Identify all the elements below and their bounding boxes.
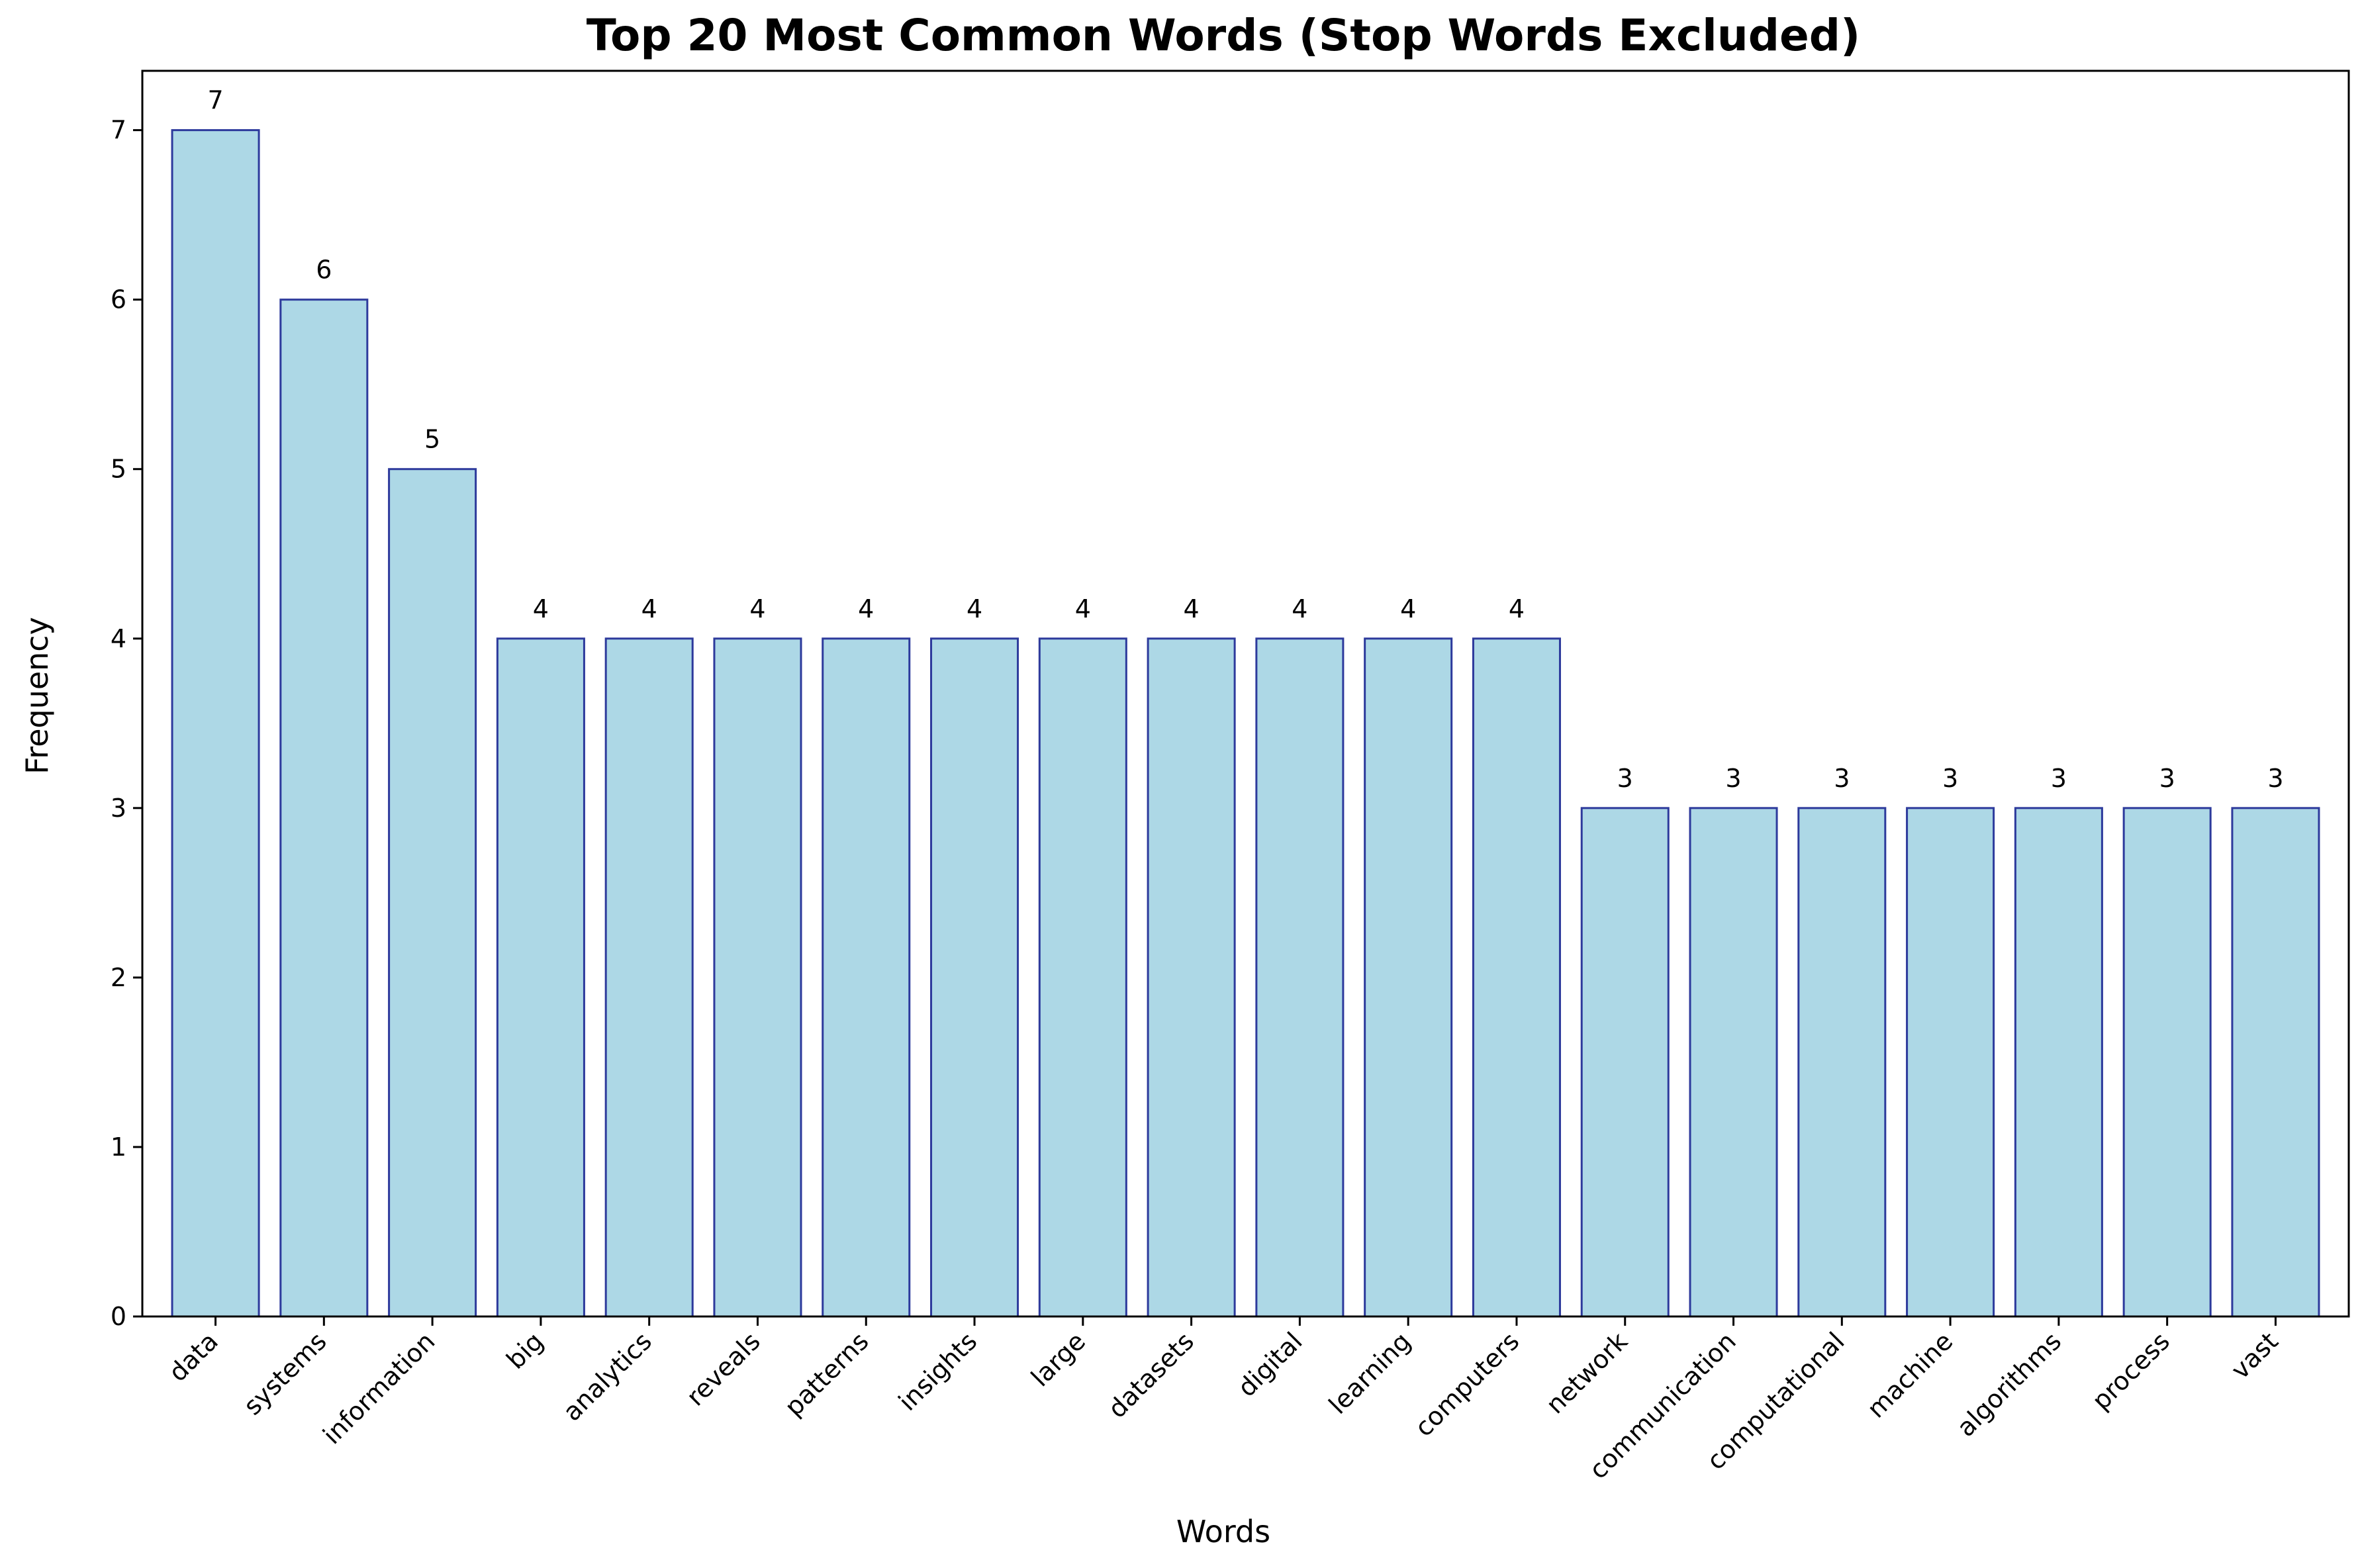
plot-area-frame [141,69,2350,1318]
data-label-algorithms: 3 [2051,764,2067,793]
y-axis-ticks: 0 1 2 3 4 5 6 7 [111,116,142,1331]
bar-datasets [1147,637,1236,1318]
data-label-large: 4 [1075,594,1091,623]
y-axis-label: Frequency [19,617,55,774]
data-label-patterns: 4 [858,594,874,623]
bar-big [496,637,585,1318]
data-labels-group: 7 6 5 4 4 4 4 4 4 4 4 4 4 3 3 3 3 3 3 3 [207,86,2283,793]
data-label-data: 7 [207,86,223,115]
y-tick-label: 5 [111,455,126,484]
bars-group [171,129,2320,1318]
x-tick-label: big [501,1326,549,1375]
x-tick-label: information [317,1326,440,1450]
bar-process [2122,807,2212,1318]
y-tick-label: 4 [111,624,126,653]
x-tick-label: computers [1409,1326,1525,1442]
x-tick-label: algorithms [1951,1326,2067,1442]
data-label-computational: 3 [1834,764,1850,793]
x-tick-label: reveals [681,1326,765,1411]
bar-information [388,468,477,1318]
x-tick-label: process [2087,1326,2175,1415]
bar-large [1038,637,1127,1318]
y-tick-label: 6 [111,285,126,314]
data-label-vast: 3 [2267,764,2283,793]
data-label-systems: 6 [316,255,332,285]
data-label-big: 4 [533,594,549,623]
x-tick-label: analytics [557,1326,657,1426]
bar-analytics [604,637,694,1318]
data-label-analytics: 4 [641,594,657,623]
y-tick-label: 0 [111,1302,126,1331]
bar-computers [1472,637,1561,1318]
bar-patterns [822,637,911,1318]
y-tick-label: 3 [111,794,126,823]
bar-algorithms [2014,807,2103,1318]
chart-title: Top 20 Most Common Words (Stop Words Exc… [587,10,1860,61]
bar-data [171,129,260,1318]
x-axis-label: Words [1176,1514,1270,1549]
bar-communication [1689,807,1778,1318]
bar-computational [1797,807,1887,1318]
data-label-reveals: 4 [749,594,765,623]
x-tick-label: systems [238,1326,332,1420]
x-tick-label: learning [1323,1326,1417,1420]
bar-learning [1364,637,1453,1318]
data-label-computers: 4 [1509,594,1525,623]
bar-digital [1255,637,1345,1318]
x-tick-label: vast [2226,1326,2284,1385]
bar-insights [930,637,1019,1318]
data-label-learning: 4 [1400,594,1416,623]
data-label-insights: 4 [967,594,982,623]
bar-network [1580,807,1670,1318]
bar-systems [279,299,369,1318]
x-tick-label: machine [1862,1326,1959,1424]
x-tick-label: digital [1232,1326,1308,1403]
x-tick-label: insights [893,1326,983,1416]
data-label-datasets: 4 [1184,594,1200,623]
y-tick-label: 1 [111,1132,126,1162]
data-label-digital: 4 [1292,594,1307,623]
bar-vast [2231,807,2320,1318]
data-label-process: 3 [2159,764,2175,793]
x-tick-label: data [163,1326,224,1387]
x-tick-label: datasets [1102,1326,1200,1424]
y-tick-label: 2 [111,963,126,992]
data-label-machine: 3 [1942,764,1958,793]
data-label-network: 3 [1617,764,1633,793]
x-tick-label: large [1025,1326,1091,1392]
data-label-information: 5 [424,425,440,454]
data-label-communication: 3 [1725,764,1741,793]
x-tick-label: network [1540,1326,1633,1419]
bar-machine [1906,807,1995,1318]
y-tick-label: 7 [111,116,126,145]
x-tick-label: patterns [779,1326,874,1422]
bar-reveals [713,637,802,1318]
